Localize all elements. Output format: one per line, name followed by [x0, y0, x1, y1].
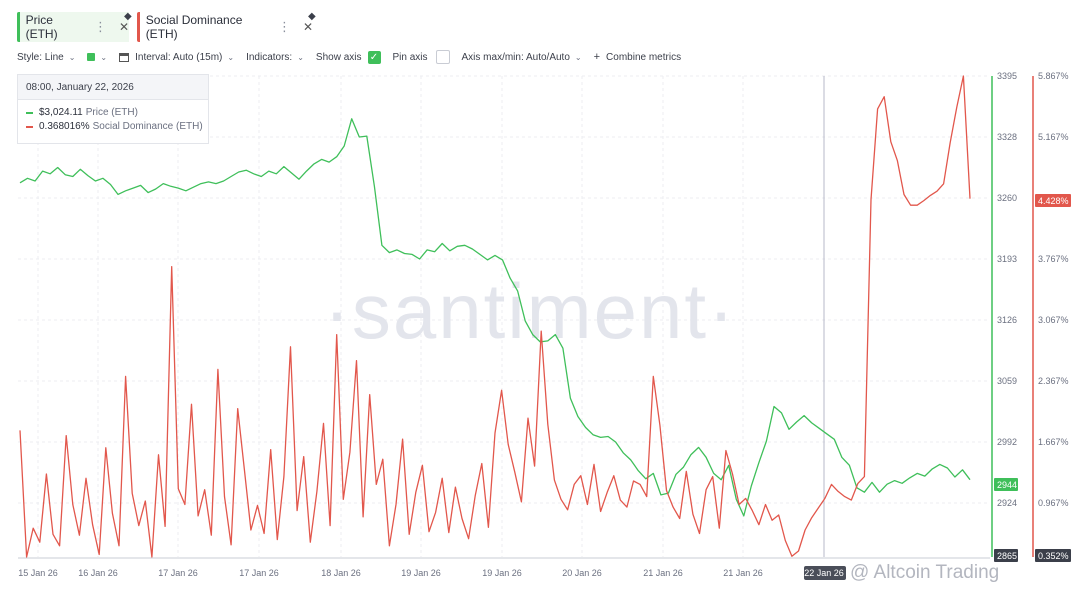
chevron-down-icon: ⌄ [68, 52, 76, 62]
tooltip-price-value: $3,024.11 [39, 107, 83, 118]
tab-social-dominance-eth[interactable]: Social Dominance (ETH) ⋮ ✕ ◆ [137, 11, 316, 42]
sd-axis-tick: 5.167% [1038, 132, 1069, 142]
current-price-badge-bg [994, 478, 1018, 491]
tooltip-sd-value: 0.368016% [39, 121, 90, 132]
min-price-badge-bg [994, 549, 1018, 562]
price-axis-tick: 3059 [997, 376, 1017, 386]
tooltip-row-price: $3,024.11 Price (ETH) [18, 107, 208, 118]
calendar-icon [119, 52, 130, 62]
axis-minmax-label: Axis max/min: Auto/Auto [461, 51, 570, 63]
more-options-icon[interactable]: ⋮ [93, 19, 107, 34]
x-axis-tick: 15 Jan 26 [18, 568, 58, 578]
tab-sd-label: Social Dominance (ETH) [145, 13, 243, 41]
price-axis-tick: 3328 [997, 132, 1017, 142]
sd-color-bar [137, 12, 140, 42]
x-axis-tick: 21 Jan 26 [723, 568, 763, 578]
price-line [19, 118, 971, 517]
current-price-badge: 2944 [997, 480, 1017, 490]
axis-minmax-dropdown[interactable]: Axis max/min: Auto/Auto ⌄ [462, 52, 582, 63]
tooltip-sd-name: Social Dominance (ETH) [92, 121, 203, 132]
sd-axis-tick: 0.967% [1038, 498, 1069, 508]
price-color-bar [17, 12, 20, 42]
tooltip-row-sd: 0.368016% Social Dominance (ETH) [18, 121, 208, 132]
pin-axis-label: Pin axis [392, 51, 428, 63]
chevron-down-icon: ⌄ [100, 52, 108, 62]
chart-toolbar: Style: Line ⌄ ⌄ Interval: Auto (15m) ⌄ I… [17, 50, 693, 64]
chart-tooltip: 08:00, January 22, 2026 $3,024.11 Price … [17, 74, 209, 144]
price-legend-dash [26, 111, 33, 114]
pin-axis-toggle[interactable]: Pin axis [393, 50, 450, 64]
chevron-down-icon: ⌄ [574, 52, 582, 62]
sd-legend-dash [26, 125, 33, 128]
x-axis-tick: 16 Jan 26 [78, 568, 118, 578]
chevron-down-icon: ⌄ [297, 52, 304, 62]
show-axis-label: Show axis [315, 51, 362, 63]
ethereum-icon: ◆ [124, 11, 132, 22]
current-sd-badge: 4.428% [1038, 196, 1069, 206]
interval-label: Interval: Auto (15m) [135, 51, 223, 63]
close-icon[interactable]: ✕ [302, 20, 313, 34]
chevron-down-icon: ⌄ [227, 52, 235, 62]
current-sd-badge-bg [1035, 194, 1071, 207]
tooltip-date: 08:00, January 22, 2026 [18, 75, 208, 100]
sd-axis-tick: 3.067% [1038, 315, 1069, 325]
price-axis-tick: 3193 [997, 254, 1017, 264]
x-axis-tick: 17 Jan 26 [158, 568, 198, 578]
chart-series [19, 75, 971, 558]
altcoin-trading-credit: @ Altcoin Trading [850, 562, 1000, 583]
close-icon[interactable]: ✕ [118, 20, 129, 34]
sd-axis-tick: 3.767% [1038, 254, 1069, 264]
santiment-watermark: ·santiment· [324, 267, 736, 355]
price-axis-tick: 3260 [997, 193, 1017, 203]
show-axis-toggle[interactable]: Show axis ✓ [315, 50, 381, 64]
style-dropdown[interactable]: Style: Line ⌄ [17, 52, 75, 63]
indicators-dropdown[interactable]: Indicators: ⌄ [246, 52, 304, 63]
checkbox-unchecked-icon[interactable] [435, 50, 450, 64]
interval-dropdown[interactable]: Interval: Auto (15m) ⌄ [119, 52, 234, 63]
price-axis-tick: 3126 [997, 315, 1017, 325]
combine-metrics-label: Combine metrics [606, 51, 682, 63]
axis-badges: 2944 2865 4.428% 0.352% [994, 194, 1071, 562]
tab-price-eth[interactable]: Price (ETH) ⋮ ✕ ◆ [17, 11, 132, 42]
sd-axis-tick: 1.667% [1038, 437, 1069, 447]
min-sd-badge: 0.352% [1038, 551, 1069, 561]
min-price-badge: 2865 [997, 551, 1017, 561]
price-axis-tick: 2924 [997, 498, 1017, 508]
style-label: Style: Line [17, 51, 64, 63]
ethereum-icon: ◆ [308, 11, 316, 22]
combine-metrics-button[interactable]: + Combine metrics [594, 51, 681, 63]
more-options-icon[interactable]: ⋮ [277, 19, 291, 34]
highlight-x-badge [804, 566, 846, 580]
x-axis-tick-highlight: 22 Jan 26 [804, 568, 844, 578]
min-sd-badge-bg [1035, 549, 1071, 562]
checkbox-checked-icon[interactable]: ✓ [367, 50, 381, 64]
price-axis-tick: 3395 [997, 71, 1017, 81]
x-axis-ticks: 15 Jan 26 16 Jan 26 17 Jan 26 17 Jan 26 18 J… [18, 566, 846, 580]
tab-price-label: Price (ETH) [25, 13, 58, 41]
x-axis-tick: 21 Jan 26 [643, 568, 683, 578]
social-dominance-line [19, 75, 971, 558]
x-axis-tick: 19 Jan 26 [482, 568, 522, 578]
sd-axis-tick: 5.867% [1038, 71, 1069, 81]
price-axis-tick: 2992 [997, 437, 1017, 447]
x-axis-tick: 20 Jan 26 [562, 568, 602, 578]
tooltip-price-name: Price (ETH) [85, 107, 138, 118]
sd-axis-tick: 2.367% [1038, 376, 1069, 386]
x-axis-tick: 17 Jan 26 [239, 568, 279, 578]
plus-icon: + [593, 51, 601, 63]
chart-grid [18, 75, 990, 557]
x-axis-tick: 19 Jan 26 [401, 568, 441, 578]
color-swatch-icon [87, 53, 96, 61]
indicators-label: Indicators: [246, 51, 293, 63]
x-axis-tick: 18 Jan 26 [321, 568, 361, 578]
color-dropdown[interactable]: ⌄ [87, 53, 107, 62]
